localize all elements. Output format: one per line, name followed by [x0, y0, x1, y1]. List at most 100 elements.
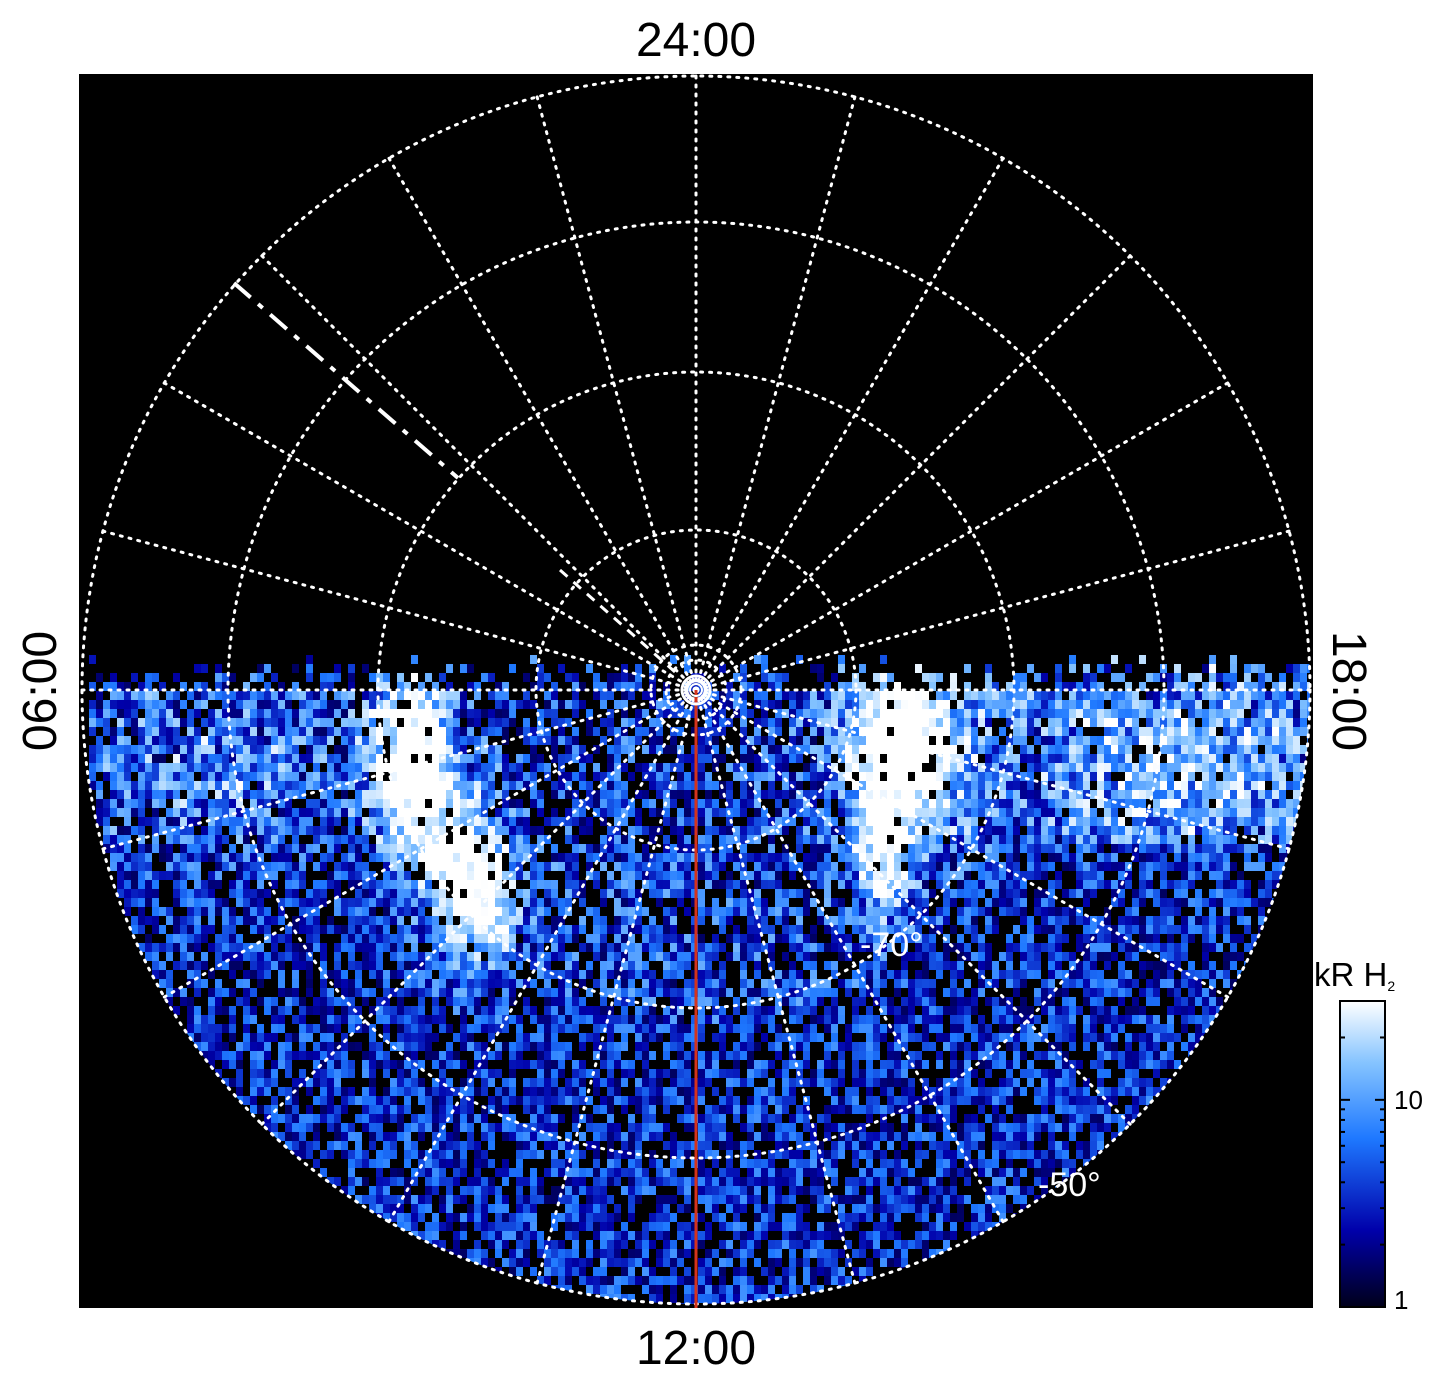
emission-tile — [1104, 664, 1111, 673]
emission-tile — [915, 781, 922, 790]
emission-tile — [138, 862, 145, 871]
emission-tile — [621, 709, 628, 718]
emission-tile — [1279, 853, 1286, 862]
emission-tile — [957, 880, 964, 889]
emission-tile — [509, 781, 516, 790]
emission-tile — [887, 745, 894, 754]
emission-tile — [1209, 943, 1216, 952]
emission-tile — [264, 763, 271, 772]
emission-tile — [929, 943, 936, 952]
emission-tile — [285, 790, 292, 799]
emission-tile — [971, 754, 978, 763]
emission-tile — [96, 673, 103, 682]
emission-tile — [418, 934, 425, 943]
emission-tile — [313, 907, 320, 916]
emission-tile — [782, 844, 789, 853]
emission-tile — [418, 745, 425, 754]
emission-tile — [586, 862, 593, 871]
emission-tile — [663, 763, 670, 772]
emission-tile — [509, 862, 516, 871]
emission-tile — [523, 853, 530, 862]
emission-tile — [1258, 781, 1265, 790]
emission-tile — [628, 691, 635, 700]
emission-tile — [327, 727, 334, 736]
emission-tile — [110, 772, 117, 781]
emission-tile — [495, 745, 502, 754]
emission-tile — [992, 808, 999, 817]
emission-tile — [887, 673, 894, 682]
emission-tile — [964, 664, 971, 673]
emission-tile — [1076, 961, 1083, 970]
emission-tile — [1223, 709, 1230, 718]
emission-tile — [593, 673, 600, 682]
emission-tile — [348, 736, 355, 745]
emission-tile — [236, 916, 243, 925]
emission-tile — [362, 772, 369, 781]
emission-tile — [1244, 736, 1251, 745]
emission-tile — [236, 952, 243, 961]
emission-tile — [180, 781, 187, 790]
emission-tile — [138, 925, 145, 934]
emission-tile — [138, 682, 145, 691]
emission-tile — [992, 916, 999, 925]
emission-tile — [621, 799, 628, 808]
emission-tile — [894, 916, 901, 925]
emission-tile — [621, 664, 628, 673]
emission-tile — [880, 799, 887, 808]
emission-tile — [390, 835, 397, 844]
emission-tile — [1139, 880, 1146, 889]
emission-tile — [901, 718, 908, 727]
emission-tile — [754, 808, 761, 817]
emission-tile — [796, 727, 803, 736]
emission-tile — [278, 799, 285, 808]
emission-tile — [166, 709, 173, 718]
emission-tile — [551, 754, 558, 763]
emission-tile — [334, 844, 341, 853]
emission-tile — [754, 862, 761, 871]
emission-tile — [670, 979, 677, 988]
emission-tile — [824, 844, 831, 853]
emission-tile — [236, 826, 243, 835]
emission-tile — [187, 727, 194, 736]
emission-tile — [1230, 709, 1237, 718]
emission-tile — [558, 862, 565, 871]
emission-tile — [754, 790, 761, 799]
emission-tile — [607, 718, 614, 727]
emission-tile — [572, 988, 579, 997]
emission-tile — [411, 844, 418, 853]
emission-tile — [446, 952, 453, 961]
emission-tile — [880, 709, 887, 718]
emission-tile — [1174, 709, 1181, 718]
emission-tile — [1230, 673, 1237, 682]
emission-tile — [432, 763, 439, 772]
emission-tile — [586, 907, 593, 916]
emission-tile — [124, 826, 131, 835]
emission-tile — [1055, 790, 1062, 799]
emission-tile — [768, 682, 775, 691]
emission-tile — [411, 979, 418, 988]
emission-tile — [901, 709, 908, 718]
emission-tile — [145, 898, 152, 907]
emission-tile — [453, 853, 460, 862]
emission-tile — [432, 772, 439, 781]
emission-tile — [593, 925, 600, 934]
emission-tile — [894, 772, 901, 781]
emission-tile — [215, 826, 222, 835]
emission-tile — [740, 736, 747, 745]
emission-tile — [278, 853, 285, 862]
emission-tile — [1174, 754, 1181, 763]
emission-tile — [222, 709, 229, 718]
emission-tile — [1167, 691, 1174, 700]
emission-tile — [544, 763, 551, 772]
emission-tile — [1090, 817, 1097, 826]
emission-tile — [558, 736, 565, 745]
emission-tile — [607, 844, 614, 853]
emission-tile — [649, 799, 656, 808]
emission-tile — [677, 745, 684, 754]
emission-tile — [446, 898, 453, 907]
emission-tile — [173, 889, 180, 898]
emission-tile — [1251, 727, 1258, 736]
emission-tile — [1188, 835, 1195, 844]
emission-tile — [1237, 754, 1244, 763]
emission-tile — [621, 817, 628, 826]
